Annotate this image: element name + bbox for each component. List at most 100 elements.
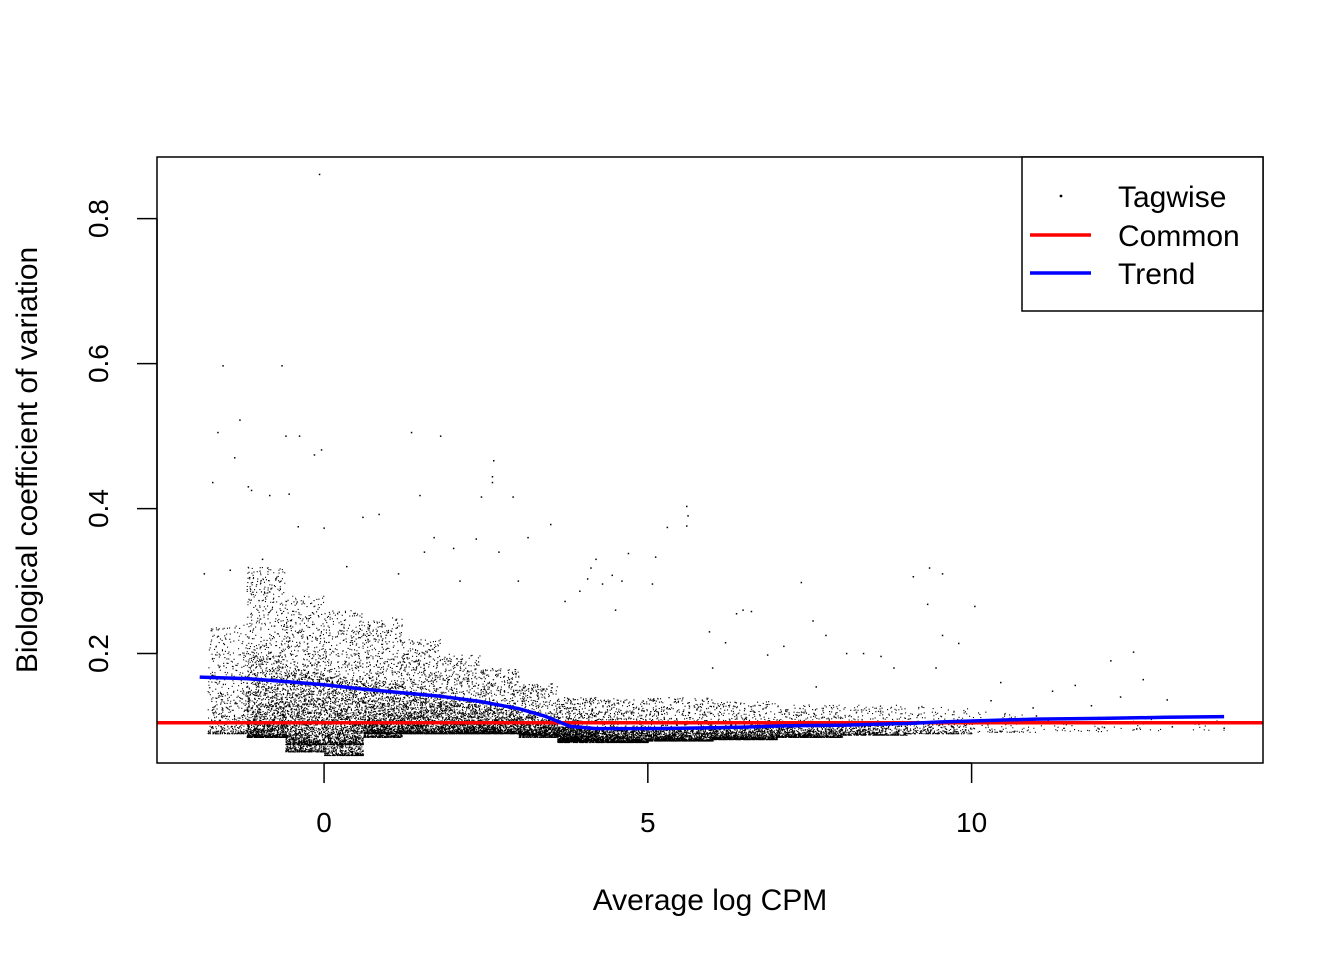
tagwise-point (586, 578, 589, 580)
tagwise-point (269, 494, 271, 497)
tagwise-point (595, 558, 597, 561)
legend-trend-label: Trend (1118, 258, 1195, 291)
tagwise-point (281, 365, 283, 367)
tagwise-point (480, 496, 483, 498)
tagwise-point (320, 449, 323, 451)
tagwise-point (724, 642, 727, 644)
tagwise-point (958, 642, 960, 645)
tagwise-point (579, 590, 581, 592)
tagwise-point (318, 173, 321, 176)
trend-line (199, 675, 1225, 731)
tagwise-point-cloud (207, 566, 1225, 757)
tagwise-point (654, 556, 657, 558)
tagwise-point (845, 652, 848, 655)
tagwise-point (203, 573, 206, 575)
tagwise-point (517, 580, 520, 582)
tagwise-point (766, 654, 769, 656)
tagwise-point (323, 527, 325, 529)
tagwise-point (222, 365, 224, 367)
tagwise-point (1119, 696, 1122, 698)
tagwise-point (601, 583, 604, 585)
tagwise-point (686, 505, 688, 508)
x-tick-label: 5 (640, 807, 656, 838)
tagwise-point (926, 603, 929, 606)
tagwise-point (1132, 651, 1135, 653)
tagwise-point (1032, 707, 1034, 709)
tagwise-point (1074, 684, 1076, 687)
tagwise-point (825, 634, 827, 637)
tagwise-point (711, 667, 714, 669)
tagwise-point (212, 481, 214, 484)
legend: Tagwise Common Trend (1021, 156, 1264, 312)
tagwise-point (1035, 715, 1038, 717)
tagwise-point (815, 686, 817, 688)
tagwise-point (783, 645, 785, 648)
tagwise-point (397, 573, 400, 575)
tagwise-point (378, 513, 380, 516)
tagwise-point (611, 574, 613, 577)
tagwise-point (621, 580, 623, 582)
tagwise-point (491, 481, 494, 484)
tagwise-point (912, 576, 915, 578)
y-tick-label: 0.2 (83, 634, 114, 673)
tagwise-point (475, 538, 477, 540)
tagwise-point (234, 457, 236, 459)
tagwise-point (346, 565, 348, 568)
tagwise-point (1110, 660, 1112, 662)
tagwise-point (285, 435, 287, 437)
tagwise-point (742, 609, 744, 611)
tagwise-point (527, 536, 529, 539)
x-tick-label: 0 (316, 807, 332, 838)
tagwise-point (493, 460, 495, 462)
tagwise-point (498, 551, 500, 553)
tagwise-point (1090, 705, 1093, 707)
tagwise-point (229, 569, 231, 571)
tagwise-point (1136, 728, 1138, 730)
tagwise-point (651, 583, 654, 585)
tagwise-point (666, 526, 669, 529)
tagwise-point (247, 486, 250, 488)
tagwise-point (686, 525, 688, 527)
tagwise-point (459, 580, 461, 582)
tagwise-point (362, 516, 364, 519)
y-tick-label: 0.8 (83, 199, 114, 238)
tagwise-point (614, 609, 617, 611)
y-axis: 0.2 0.4 0.6 0.8 (83, 199, 158, 673)
tagwise-point (288, 493, 290, 495)
tagwise-point (564, 600, 566, 603)
tagwise-cloud-points (207, 566, 1225, 757)
tagwise-point (1171, 726, 1174, 728)
tagwise-point (708, 631, 711, 633)
tagwise-point (735, 613, 738, 615)
tagwise-point (1166, 699, 1168, 701)
tagwise-point (297, 526, 299, 528)
tagwise-point (452, 547, 455, 550)
tagwise-point (433, 536, 435, 539)
legend-tagwise-symbol (1059, 194, 1063, 198)
tagwise-point (217, 431, 219, 434)
tagwise-point (941, 634, 944, 637)
tagwise-point (313, 454, 316, 456)
y-tick-label: 0.6 (83, 344, 114, 383)
tagwise-point (800, 581, 803, 584)
tagwise-point (1000, 681, 1002, 684)
tagwise-point (928, 567, 931, 569)
tagwise-point (880, 655, 882, 658)
tagwise-point (1223, 727, 1225, 729)
tagwise-point (239, 419, 241, 421)
tagwise-point (990, 700, 992, 702)
tagwise-point (491, 476, 494, 478)
tagwise-point (862, 652, 865, 655)
tagwise-point (423, 551, 426, 553)
tagwise-points (203, 173, 1225, 730)
tagwise-point (419, 494, 421, 497)
y-axis-title: Biological coefficient of variation (11, 247, 44, 673)
tagwise-point (261, 558, 264, 561)
tagwise-point (1051, 690, 1054, 692)
x-axis-title: Average log CPM (593, 884, 828, 917)
tagwise-point (410, 431, 413, 434)
tagwise-point (1103, 726, 1106, 729)
tagwise-point (512, 496, 514, 498)
tagwise-point (1142, 678, 1144, 681)
